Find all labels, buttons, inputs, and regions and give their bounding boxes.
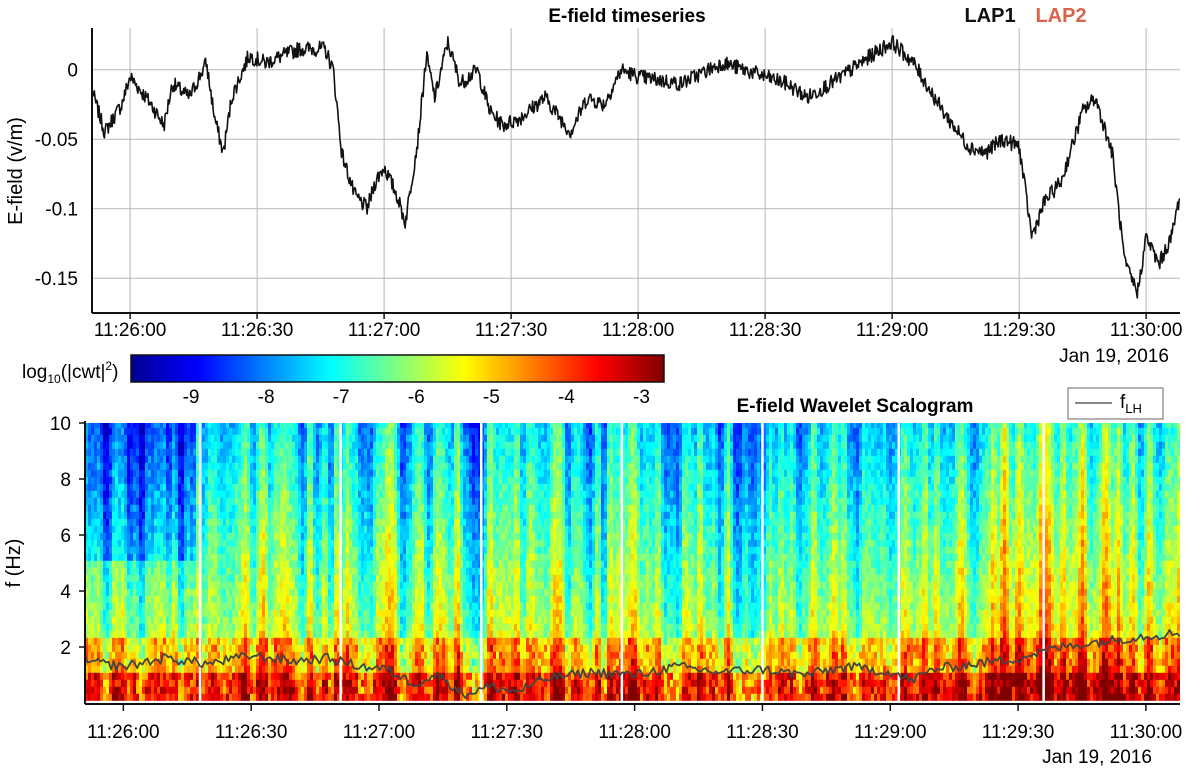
- timeseries-y-tick-label: -0.05: [35, 130, 78, 151]
- timeseries-x-tick-label: 11:27:30: [475, 320, 548, 341]
- timeseries-y-tick-label: 0: [67, 61, 78, 82]
- scalogram-plot-area: [85, 423, 1180, 703]
- timeseries-y-axis-label: E-field (v/m): [5, 117, 27, 225]
- scalogram-x-tick-label: 11:26:30: [215, 722, 288, 743]
- colorbar-tick-label: -6: [408, 387, 425, 408]
- scalogram-x-tick-label: 11:28:00: [598, 722, 671, 743]
- timeseries-x-tick-label: 11:27:00: [348, 320, 421, 341]
- timeseries-x-tick-label: 11:30:00: [1110, 320, 1183, 341]
- scalogram-y-axis-label: f (Hz): [3, 539, 25, 588]
- timeseries-y-tick-label: -0.1: [45, 200, 78, 221]
- timeseries-panel: 0 -0.05 -0.1 -0.15 11:26:00 11:26:30 11:27:00…: [5, 5, 1182, 367]
- scalogram-y-ticks: 10 8 6 4 2: [50, 414, 85, 659]
- timeseries-y-ticks: 0 -0.05 -0.1 -0.15: [35, 61, 78, 291]
- flh-series-line: [85, 629, 1180, 700]
- scalogram-y-tick-label: 4: [60, 582, 71, 603]
- timeseries-title: E-field timeseries: [548, 6, 705, 27]
- timeseries-x-ticks: 11:26:00 11:26:30 11:27:00 11:27:30 11:28:00…: [94, 313, 1183, 341]
- scalogram-y-tick-label: 6: [60, 526, 71, 547]
- timeseries-gridlines: [92, 28, 1180, 313]
- timeseries-x-tick-label: 11:28:00: [602, 320, 675, 341]
- timeseries-y-tick-label: -0.15: [35, 269, 78, 290]
- scalogram-x-tick-label: 11:29:00: [854, 722, 927, 743]
- scalogram-date-label: Jan 19, 2016: [1042, 747, 1152, 768]
- timeseries-axes: [91, 28, 1180, 314]
- scalogram-x-tick-label: 11:27:30: [471, 722, 544, 743]
- colorbar-ticks: -9 -8 -7 -6 -5 -4 -3: [183, 387, 650, 408]
- colorbar-label: log10(|cwt|2): [22, 359, 118, 386]
- scalogram-x-tick-label: 11:30:00: [1110, 722, 1183, 743]
- timeseries-x-tick-label: 11:26:00: [94, 320, 167, 341]
- scalogram-x-tick-label: 11:29:30: [982, 722, 1055, 743]
- legend-flh-label: fLH: [1120, 392, 1142, 416]
- lap1-series-line: [92, 35, 1180, 299]
- legend-lap1: LAP1: [964, 5, 1015, 27]
- scalogram-heatmap: [85, 423, 1180, 701]
- colorbar-gradient: [130, 354, 665, 383]
- scalogram-y-tick-label: 10: [50, 414, 71, 435]
- colorbar-tick-label: -9: [183, 387, 200, 408]
- colorbar-tick-label: -7: [333, 387, 350, 408]
- timeseries-plot-area: [92, 35, 1180, 299]
- colorbar-tick-label: -3: [633, 387, 650, 408]
- scalogram-axes: [84, 421, 1180, 705]
- colorbar-tick-label: -4: [558, 387, 575, 408]
- timeseries-x-tick-label: 11:29:00: [856, 320, 929, 341]
- colorbar-tick-label: -5: [483, 387, 500, 408]
- scalogram-legend: fLH: [1067, 387, 1164, 420]
- scalogram-x-tick-label: 11:28:30: [726, 722, 799, 743]
- scalogram-title: E-field Wavelet Scalogram: [737, 396, 974, 417]
- timeseries-x-tick-label: 11:29:30: [983, 320, 1056, 341]
- scalogram-y-tick-label: 2: [60, 638, 71, 659]
- legend-lap2: LAP2: [1035, 5, 1086, 27]
- timeseries-x-tick-label: 11:26:30: [221, 320, 294, 341]
- timeseries-date-label: Jan 19, 2016: [1059, 346, 1169, 367]
- timeseries-x-tick-label: 11:28:30: [729, 320, 802, 341]
- scalogram-x-ticks: 11:26:00 11:26:30 11:27:00 11:27:30 11:28:00…: [87, 704, 1182, 743]
- scalogram-x-tick-label: 11:27:00: [343, 722, 416, 743]
- scalogram-y-tick-label: 8: [60, 470, 71, 491]
- scalogram-x-tick-label: 11:26:00: [87, 722, 160, 743]
- colorbar-tick-label: -8: [258, 387, 275, 408]
- colorbar: log10(|cwt|2) -9 -8 -7 -6 -5 -4 -3: [22, 354, 665, 408]
